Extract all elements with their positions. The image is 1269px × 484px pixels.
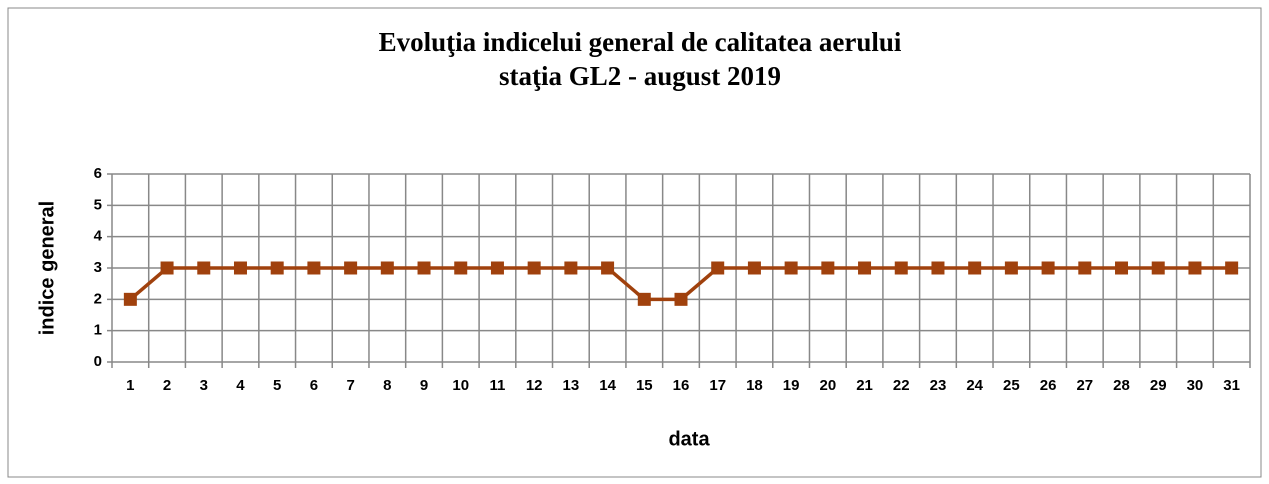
y-tick-label: 1 bbox=[94, 322, 102, 339]
data-point bbox=[490, 261, 504, 275]
x-tick-label: 10 bbox=[452, 377, 469, 394]
x-tick-label: 11 bbox=[490, 377, 506, 394]
y-tick-label: 0 bbox=[94, 353, 102, 370]
data-point bbox=[307, 261, 321, 275]
data-point bbox=[160, 261, 174, 275]
data-point bbox=[858, 261, 872, 275]
y-tick-label: 3 bbox=[94, 259, 102, 276]
x-tick-label: 26 bbox=[1040, 377, 1057, 394]
x-tick-label: 3 bbox=[200, 377, 208, 394]
x-tick-label: 23 bbox=[930, 377, 947, 394]
y-tick-label: 5 bbox=[94, 196, 102, 213]
data-point bbox=[380, 261, 394, 275]
x-axis-title: data bbox=[668, 428, 710, 450]
x-tick-label: 5 bbox=[273, 377, 281, 394]
data-point bbox=[564, 261, 578, 275]
data-point bbox=[747, 261, 761, 275]
y-tick-label: 6 bbox=[94, 165, 102, 182]
data-point bbox=[894, 261, 908, 275]
x-tick-label: 1 bbox=[126, 377, 134, 394]
data-point bbox=[674, 292, 688, 306]
data-point bbox=[1188, 261, 1202, 275]
data-point bbox=[1078, 261, 1092, 275]
data-point bbox=[233, 261, 247, 275]
x-tick-label: 8 bbox=[383, 377, 391, 394]
data-point bbox=[123, 292, 137, 306]
x-tick-label: 25 bbox=[1003, 377, 1020, 394]
x-tick-label: 4 bbox=[236, 377, 245, 394]
x-tick-label: 22 bbox=[893, 377, 910, 394]
chart-title: Evoluţia indicelui general de calitatea … bbox=[379, 27, 902, 57]
data-point bbox=[270, 261, 284, 275]
x-tick-label: 16 bbox=[673, 377, 690, 394]
y-tick-label: 2 bbox=[94, 290, 102, 307]
data-point bbox=[637, 292, 651, 306]
y-axis-title: indice general bbox=[36, 201, 58, 336]
x-tick-label: 12 bbox=[526, 377, 543, 394]
data-point bbox=[1004, 261, 1018, 275]
x-tick-label: 18 bbox=[746, 377, 763, 394]
x-tick-label: 14 bbox=[599, 377, 616, 394]
x-tick-label: 9 bbox=[420, 377, 428, 394]
x-tick-label: 17 bbox=[709, 377, 726, 394]
data-point bbox=[344, 261, 358, 275]
chart-border bbox=[7, 7, 1262, 478]
data-point bbox=[1151, 261, 1165, 275]
data-point bbox=[527, 261, 541, 275]
x-tick-label: 30 bbox=[1187, 377, 1204, 394]
data-point bbox=[417, 261, 431, 275]
data-point bbox=[821, 261, 835, 275]
x-tick-label: 19 bbox=[783, 377, 800, 394]
x-tick-label: 20 bbox=[819, 377, 836, 394]
x-tick-label: 13 bbox=[563, 377, 580, 394]
y-tick-label: 4 bbox=[94, 228, 103, 245]
x-tick-label: 28 bbox=[1113, 377, 1130, 394]
data-point bbox=[1225, 261, 1239, 275]
x-tick-label: 31 bbox=[1223, 377, 1240, 394]
x-tick-label: 27 bbox=[1076, 377, 1093, 394]
data-point bbox=[931, 261, 945, 275]
data-point bbox=[197, 261, 211, 275]
x-tick-label: 21 bbox=[856, 377, 873, 394]
x-tick-label: 2 bbox=[163, 377, 171, 394]
data-point bbox=[601, 261, 615, 275]
data-point bbox=[968, 261, 982, 275]
x-tick-label: 24 bbox=[966, 377, 983, 394]
data-point bbox=[454, 261, 468, 275]
data-point bbox=[711, 261, 725, 275]
data-point bbox=[1041, 261, 1055, 275]
x-tick-label: 7 bbox=[346, 377, 354, 394]
x-tick-label: 29 bbox=[1150, 377, 1167, 394]
chart-subtitle: staţia GL2 - august 2019 bbox=[499, 61, 781, 91]
x-tick-label: 6 bbox=[310, 377, 318, 394]
data-point bbox=[1115, 261, 1129, 275]
data-point bbox=[784, 261, 798, 275]
x-tick-label: 15 bbox=[636, 377, 653, 394]
